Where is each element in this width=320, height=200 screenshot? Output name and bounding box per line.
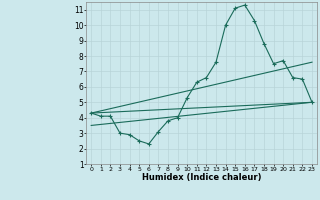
X-axis label: Humidex (Indice chaleur): Humidex (Indice chaleur) xyxy=(142,173,261,182)
